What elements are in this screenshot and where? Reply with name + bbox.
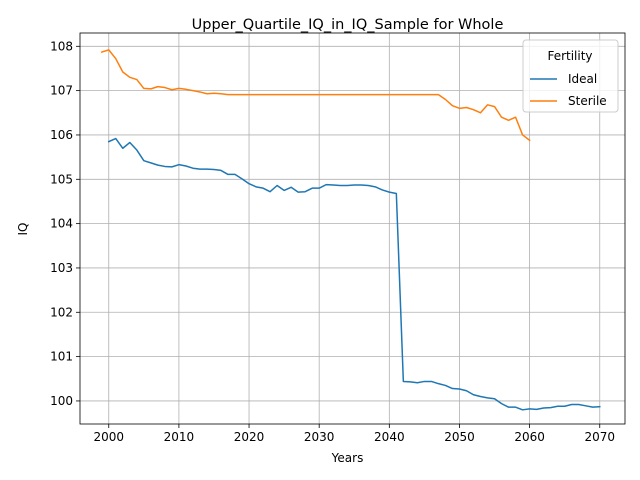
x-axis-ticks: 2000 2010 2020 2030 2040 2050 2060 2070 (93, 424, 615, 444)
y-axis-ticks: 100 101 102 103 104 105 106 107 108 (50, 39, 80, 408)
y-axis-label: IQ (16, 223, 30, 236)
y-tick-label: 101 (50, 350, 73, 364)
chart-title: Upper_Quartile_IQ_in_IQ_Sample for Whole (192, 17, 504, 33)
series-lines (100, 49, 601, 411)
x-tick-label: 2030 (304, 430, 335, 444)
x-tick-label: 2020 (234, 430, 265, 444)
x-tick-label: 2040 (374, 430, 405, 444)
legend-box (522, 39, 619, 113)
legend-label-sterile: Sterile (568, 94, 607, 108)
x-tick-label: 2050 (444, 430, 475, 444)
x-axis-label: Years (331, 451, 364, 465)
legend-entries: Ideal Sterile (530, 72, 607, 108)
y-tick-label: 106 (50, 128, 73, 142)
y-tick-label: 100 (50, 394, 73, 408)
y-tick-label: 105 (50, 172, 73, 186)
y-tick-label: 103 (50, 261, 73, 275)
legend-label-ideal: Ideal (568, 72, 597, 86)
legend-title: Fertility (547, 49, 592, 63)
series-line-sterile (100, 49, 531, 142)
legend: Fertility Ideal Sterile (522, 39, 619, 113)
x-tick-label: 2070 (584, 430, 615, 444)
series-line-ideal (107, 137, 601, 411)
y-tick-label: 108 (50, 39, 73, 53)
plot-frame (79, 32, 626, 425)
y-tick-label: 104 (50, 217, 73, 231)
x-tick-label: 2010 (164, 430, 195, 444)
x-tick-label: 2000 (93, 430, 124, 444)
y-tick-label: 107 (50, 84, 73, 98)
x-tick-label: 2060 (514, 430, 545, 444)
y-tick-label: 102 (50, 305, 73, 319)
